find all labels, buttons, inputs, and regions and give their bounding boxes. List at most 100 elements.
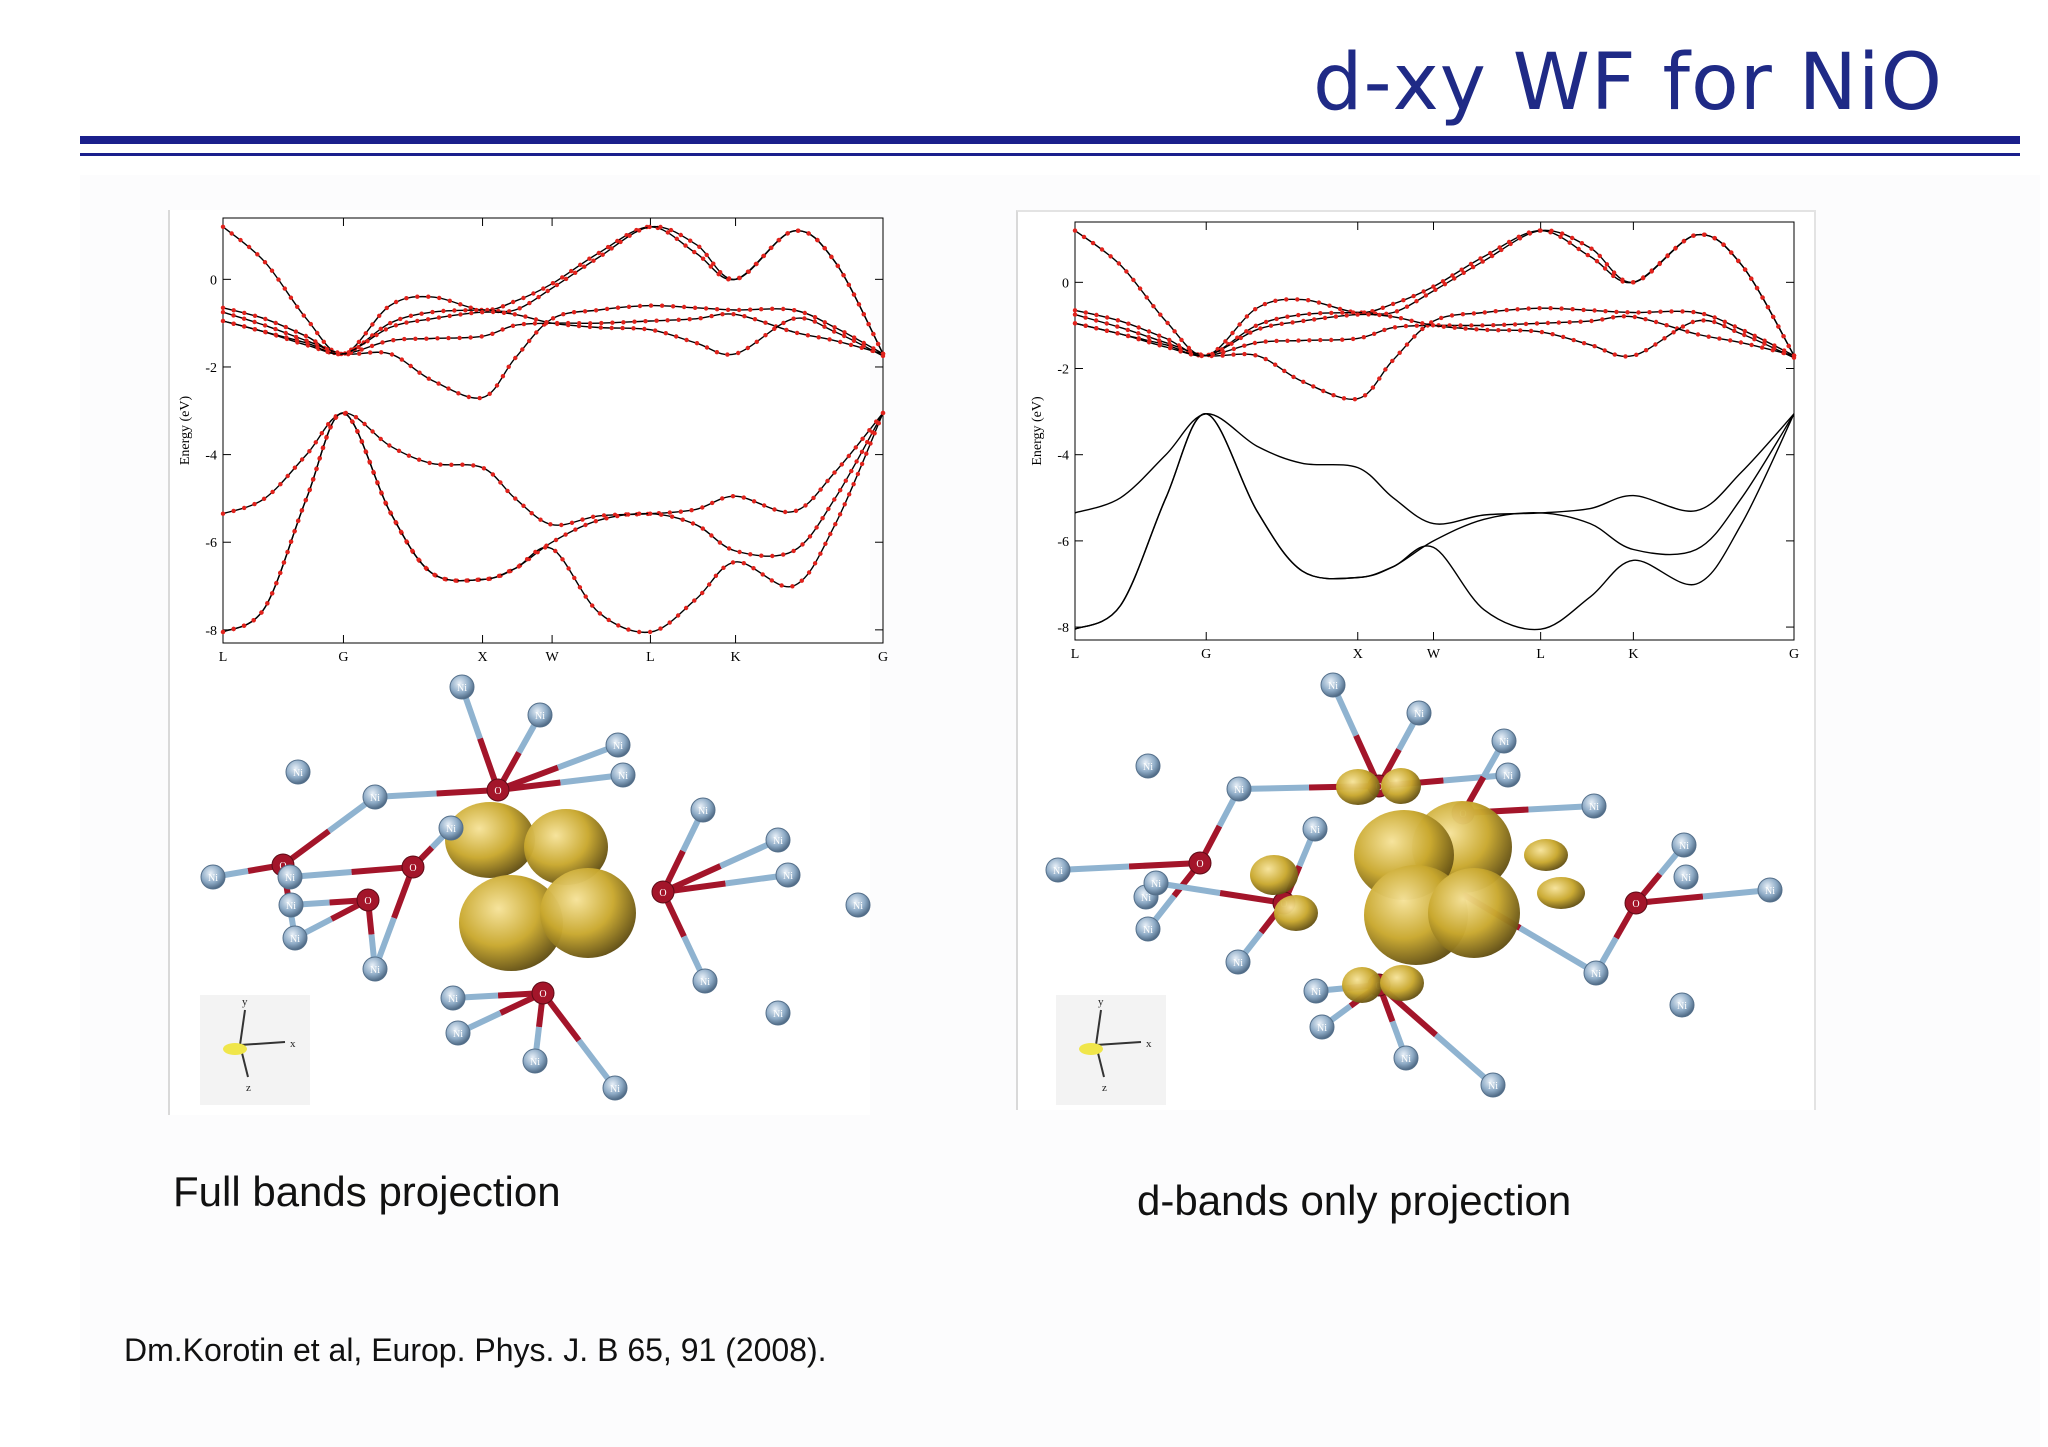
ni-atom-label: Ni (535, 711, 545, 722)
projection-dot (1282, 368, 1287, 374)
projection-dot (1603, 309, 1608, 314)
projection-dot (842, 502, 847, 507)
projection-dot (276, 277, 281, 282)
projection-dot (285, 473, 290, 479)
projection-dot (601, 513, 607, 518)
ni-atom (1393, 1045, 1419, 1071)
orbital-lobe (1336, 769, 1380, 805)
projection-dot (342, 411, 347, 416)
projection-dot (1722, 323, 1727, 329)
projection-dot (637, 303, 643, 309)
projection-dot (815, 238, 820, 243)
projection-dot (379, 350, 384, 355)
ni-atom (602, 1075, 628, 1101)
orbital-lobe (1380, 965, 1424, 1001)
projection-dot (315, 345, 320, 350)
projection-dot (416, 457, 422, 462)
projection-dot (419, 311, 424, 316)
projection-dot (220, 511, 226, 516)
projection-dot (368, 350, 373, 355)
ni-atom-label: Ni (1677, 1001, 1687, 1012)
axis-z-label: z (246, 1082, 251, 1094)
projection-dot (763, 333, 768, 338)
projection-dot (1539, 329, 1545, 335)
projection-dot (658, 224, 663, 230)
projection-dot (684, 337, 689, 343)
projection-dot (748, 552, 753, 557)
projection-dot (456, 391, 461, 396)
projection-dot (457, 335, 462, 341)
projection-dot (1147, 338, 1152, 343)
projection-dot (659, 512, 664, 517)
projection-dot (1301, 379, 1306, 384)
projection-dot (1760, 345, 1765, 350)
projection-dot (668, 227, 674, 233)
y-tick-label: -8 (1057, 621, 1069, 636)
orbital-lobe (445, 802, 535, 878)
projection-dot (842, 333, 847, 339)
projection-dot (770, 553, 775, 559)
y-tick-label: -8 (205, 624, 217, 639)
projection-dot (1579, 241, 1585, 246)
projection-dot (1377, 376, 1382, 381)
projection-dot (313, 440, 318, 445)
projection-dot (865, 439, 870, 445)
projection-dot (731, 312, 736, 317)
projection-dot (308, 321, 313, 327)
projection-dot (736, 350, 741, 356)
projection-dot (875, 341, 881, 347)
y-axis-label: Energy (eV) (178, 396, 193, 466)
projection-dot (1463, 326, 1468, 331)
projection-dot (1115, 331, 1120, 336)
projection-dot (1186, 345, 1192, 351)
projection-dot (1781, 334, 1786, 339)
ni-atom-label: Ni (613, 741, 623, 752)
projection-dot (1258, 326, 1263, 331)
projection-dot (648, 303, 654, 308)
projection-dot (273, 326, 278, 332)
projection-dot (328, 425, 333, 430)
ni-atom (1045, 857, 1071, 883)
projection-dot (587, 324, 593, 330)
projection-dot (572, 575, 577, 581)
projection-dot (761, 253, 767, 259)
projection-dot (1570, 307, 1575, 312)
ni-atom-label: Ni (1499, 737, 1509, 748)
projection-dot (1327, 303, 1332, 308)
projection-dot (527, 338, 532, 344)
projection-dot (680, 517, 685, 522)
projection-dot (1489, 253, 1495, 259)
projection-dot (1620, 277, 1625, 282)
ni-atom-label: Ni (453, 1029, 463, 1040)
projection-dot (781, 552, 786, 557)
projection-dot (832, 497, 837, 502)
projection-dot (490, 309, 496, 315)
projection-dot (481, 466, 487, 471)
ni-atom-label: Ni (1233, 958, 1243, 969)
projection-dot (231, 313, 236, 318)
projection-dot (1665, 253, 1670, 259)
projection-dot (424, 336, 429, 341)
projection-dot (759, 553, 764, 558)
projection-dot (1329, 310, 1334, 316)
projection-dot (1581, 341, 1587, 346)
projection-dot (1431, 284, 1436, 289)
projection-dot (1592, 344, 1597, 349)
projection-dot (816, 335, 821, 340)
projection-dot (1430, 323, 1436, 328)
projection-dot (548, 522, 553, 527)
projection-dot (1662, 336, 1667, 341)
projection-dot (335, 352, 341, 357)
projection-dot (1337, 306, 1343, 312)
projection-dot (500, 304, 506, 309)
projection-dot (241, 324, 247, 329)
o-atom (531, 981, 555, 1005)
projection-dot (760, 572, 765, 577)
projection-dot (404, 296, 409, 301)
projection-dot (1412, 334, 1417, 339)
projection-dot (437, 295, 442, 301)
projection-dot (550, 281, 556, 286)
projection-dot (1126, 333, 1131, 338)
projection-dot (609, 325, 614, 331)
ni-atom (278, 892, 304, 918)
